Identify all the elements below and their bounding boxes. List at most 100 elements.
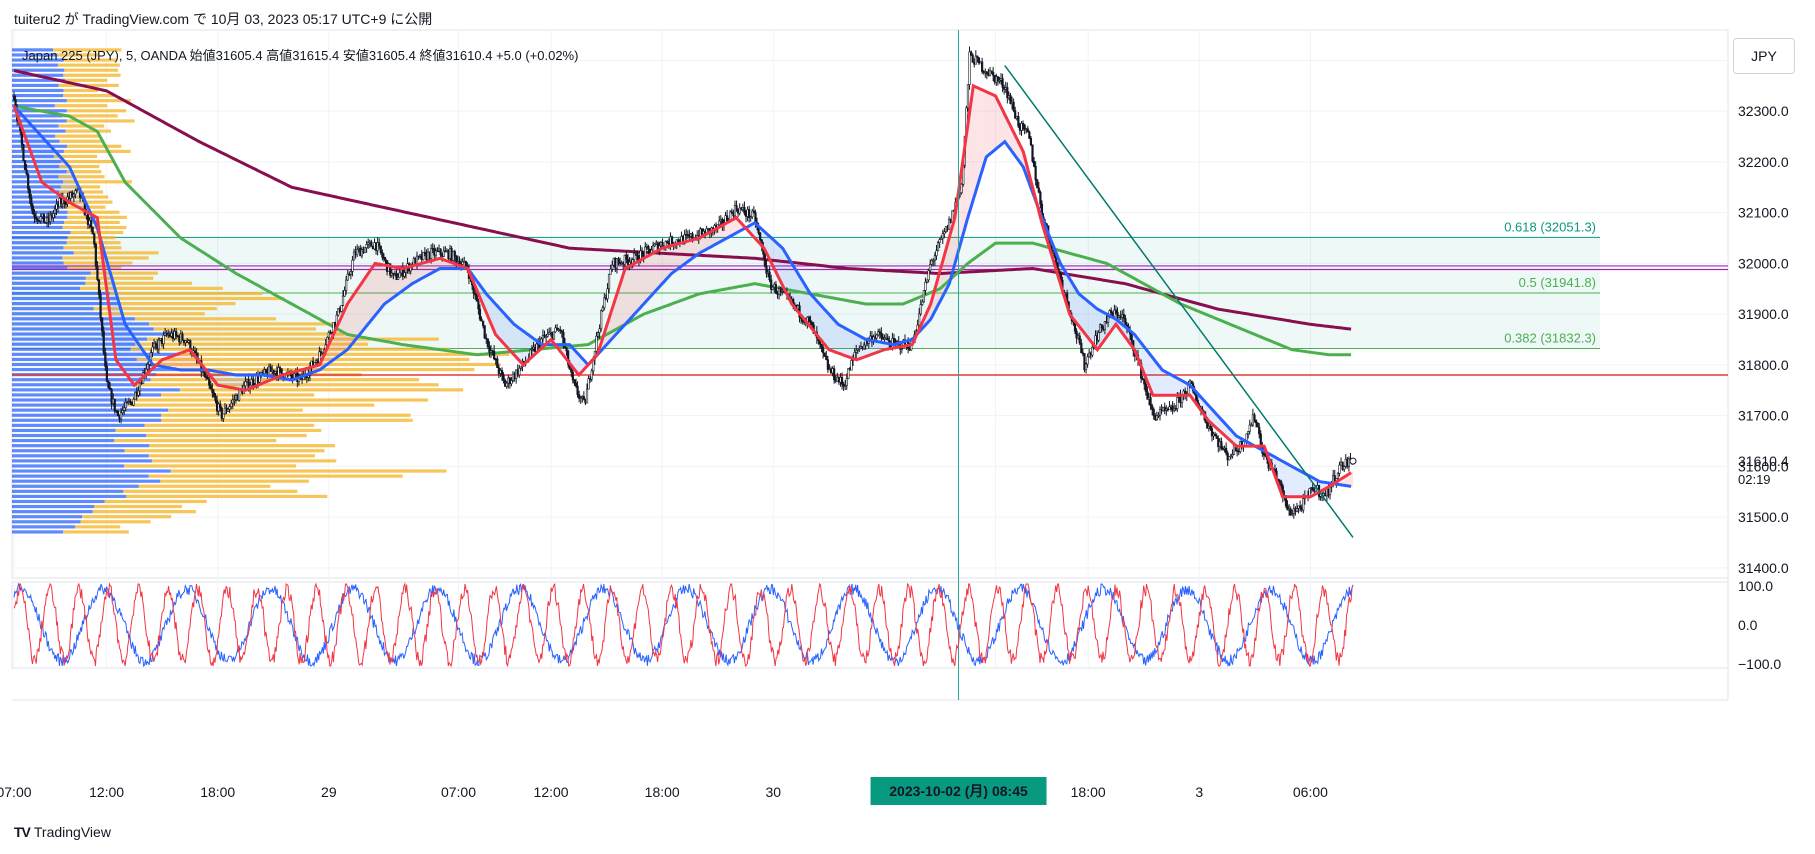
candle-body <box>936 242 940 252</box>
candle-body <box>478 308 482 320</box>
volume-bar-buy <box>12 286 81 290</box>
candle-body <box>384 258 387 261</box>
ema-cloud-segment <box>730 219 733 237</box>
candle-body <box>567 350 570 365</box>
ema-cloud-segment <box>51 146 53 191</box>
ema-cloud-segment <box>428 260 431 275</box>
crosshair-time-badge <box>870 777 1047 805</box>
volume-bar-buy <box>12 459 152 463</box>
candle-body <box>1130 333 1133 341</box>
tradingview-logo[interactable]: TV TradingView <box>14 824 111 840</box>
candle-body <box>718 220 721 226</box>
candle-body <box>880 332 883 338</box>
ema-cloud-segment <box>638 260 640 311</box>
candle-body <box>378 242 381 247</box>
volume-bar-sell <box>170 469 447 473</box>
ema-cloud-segment <box>184 351 187 370</box>
candle-body <box>1110 310 1113 314</box>
volume-bar-sell <box>75 525 121 529</box>
ema-cloud-segment <box>1284 462 1287 497</box>
volume-bar-sell <box>168 408 303 412</box>
ema-cloud-segment <box>658 249 661 288</box>
ema-cloud-segment <box>1149 353 1152 391</box>
candle-body <box>258 375 261 383</box>
candle-body <box>93 233 96 245</box>
candle-body <box>922 290 925 303</box>
ema-cloud-segment <box>775 241 778 275</box>
candle-body <box>941 233 944 239</box>
volume-bar-buy <box>12 256 63 260</box>
ema-cloud-segment <box>997 99 1000 148</box>
ema-cloud-segment <box>176 353 179 370</box>
ema-cloud-segment <box>1171 375 1174 396</box>
ema-cloud-segment <box>825 310 828 348</box>
candle-body <box>238 389 241 401</box>
ema-cloud-segment <box>773 239 776 271</box>
ema-cloud-segment <box>1069 278 1072 317</box>
volume-bar-buy <box>12 180 64 184</box>
candle-body <box>518 367 521 376</box>
ema-cloud-segment <box>875 341 878 354</box>
ema-cloud-segment <box>64 160 66 200</box>
ema-cloud-segment <box>219 371 222 386</box>
volume-bar-buy <box>12 383 138 387</box>
ema-cloud-segment <box>65 162 68 202</box>
volume-bar-buy <box>12 307 94 311</box>
ema-cloud-segment <box>434 259 437 272</box>
candle-body <box>590 370 593 380</box>
volume-bar-buy <box>12 68 65 72</box>
ema-cloud-segment <box>786 254 789 297</box>
ema-cloud-segment <box>1145 348 1148 382</box>
ema-cloud-segment <box>502 312 505 345</box>
ema-cloud-segment <box>525 332 528 364</box>
ema-cloud-segment <box>130 332 133 383</box>
ema-cloud-segment <box>662 247 665 284</box>
volume-bar-sell <box>94 504 182 509</box>
tv-logo-icon: TV <box>14 824 31 840</box>
candle-body <box>1034 166 1037 181</box>
candle-body <box>134 391 137 400</box>
candle-body <box>337 308 340 316</box>
ema-cloud-segment <box>1319 481 1322 492</box>
candle-body <box>1206 422 1209 429</box>
candle-body <box>990 70 993 73</box>
ema-cloud-segment <box>1212 409 1215 426</box>
candle-body <box>1080 342 1083 354</box>
candle-body <box>349 271 352 275</box>
candle-body <box>1031 144 1034 162</box>
ema-cloud-segment <box>128 329 131 381</box>
candle-body <box>552 331 556 340</box>
ema-cloud-segment <box>839 325 842 355</box>
ema-cloud-segment <box>625 267 628 325</box>
volume-bar-sell <box>59 139 104 143</box>
ema-cloud-segment <box>971 85 974 206</box>
ema-cloud-segment <box>1084 298 1087 336</box>
volume-bar-buy <box>12 413 162 417</box>
ema-cloud-segment <box>1154 360 1157 396</box>
candle-body <box>847 368 850 379</box>
candle-body <box>1228 456 1231 461</box>
fib-level-label: 0.382 (31832.3) <box>1504 330 1596 345</box>
ema-cloud-segment <box>791 263 794 307</box>
candle-body <box>231 399 234 404</box>
volume-bar-sell <box>63 180 132 184</box>
ema-cloud-segment <box>801 278 803 318</box>
ema-cloud-segment <box>736 217 739 233</box>
volume-bar-sell <box>179 388 464 392</box>
currency-button[interactable]: JPY <box>1733 38 1795 74</box>
candle-body <box>1028 131 1031 139</box>
ema-cloud-segment <box>164 358 166 368</box>
ema-cloud-segment <box>856 334 859 360</box>
ema-cloud-segment <box>1080 295 1083 331</box>
oscillator-tick-label: −100.0 <box>1738 656 1781 672</box>
ema-cloud-segment <box>1086 299 1089 338</box>
candle-body <box>850 360 853 371</box>
ema-cloud-segment <box>514 324 516 357</box>
volume-bar-buy <box>12 408 169 412</box>
candle-body <box>1078 335 1081 344</box>
volume-bar-sell <box>92 510 196 514</box>
ema-cloud-segment <box>802 281 805 320</box>
ema-cloud-segment <box>782 248 785 290</box>
ema-cloud-segment <box>1215 413 1218 430</box>
